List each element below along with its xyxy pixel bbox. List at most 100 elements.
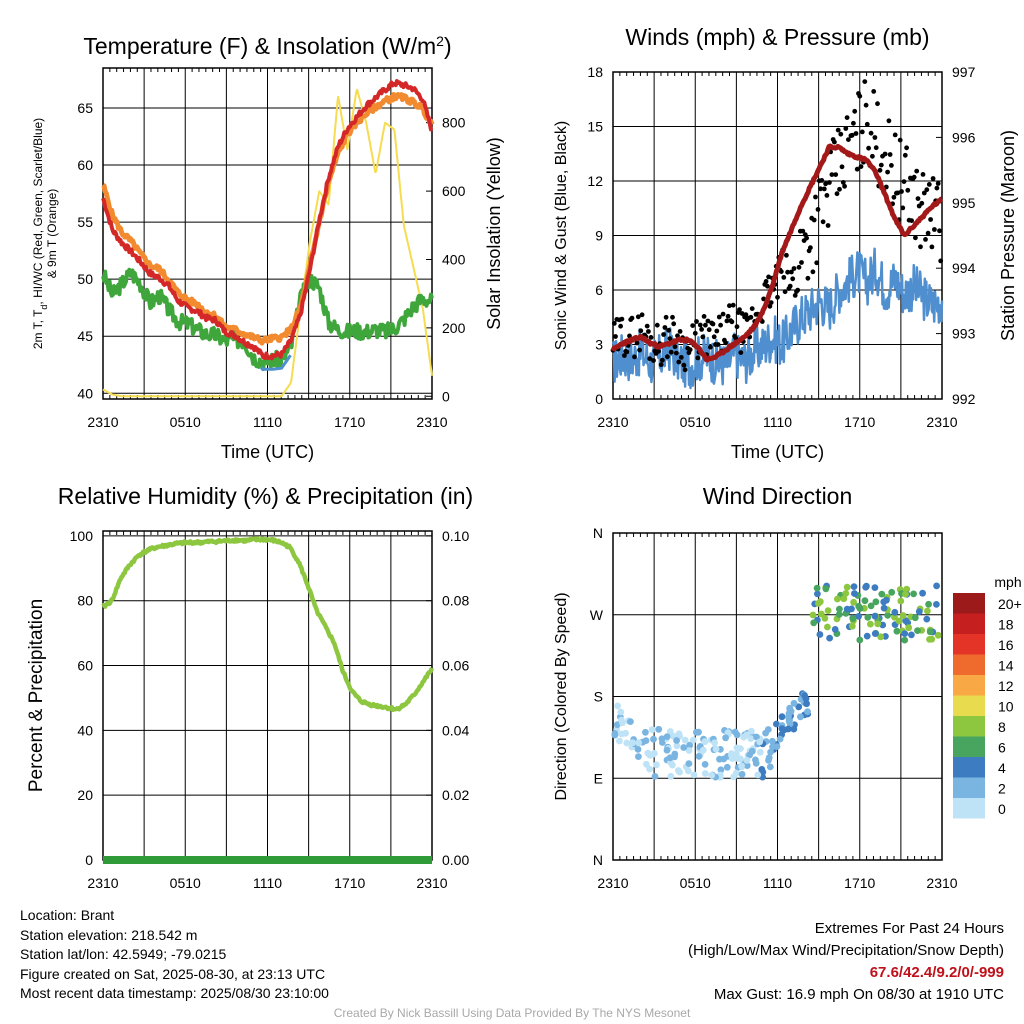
direction-point — [737, 745, 744, 752]
direction-point — [778, 713, 786, 721]
pressure-line — [610, 143, 944, 363]
direction-point — [897, 597, 905, 605]
y2-tick-label: 400 — [442, 251, 466, 267]
direction-point — [919, 589, 926, 597]
y-tick-label: 3 — [595, 337, 603, 353]
gust-point — [792, 293, 798, 298]
direction-point — [673, 737, 680, 744]
chart-title: Relative Humidity (%) & Precipitation (i… — [58, 483, 473, 509]
x-tick-label: 2310 — [87, 414, 118, 430]
direction-point — [842, 590, 850, 597]
gust-point — [730, 302, 736, 308]
x-tick-label: 1710 — [844, 875, 875, 891]
direction-point — [773, 720, 780, 728]
gust-point — [892, 132, 898, 138]
direction-point — [738, 762, 745, 770]
direction-point — [851, 590, 858, 597]
gust-point — [870, 153, 875, 159]
direction-point — [893, 627, 901, 635]
legend-label: 8 — [998, 719, 1006, 735]
gust-point — [804, 235, 809, 241]
gust-point — [866, 145, 871, 151]
gust-point — [901, 179, 907, 185]
gust-point — [784, 252, 789, 258]
direction-point — [666, 728, 674, 735]
legend-label: 2 — [998, 781, 1006, 797]
gust-point — [875, 101, 880, 107]
legend-swatch — [953, 716, 985, 737]
direction-point — [701, 738, 709, 746]
gust-point — [765, 283, 770, 289]
chart-title: Winds (mph) & Pressure (mb) — [625, 24, 929, 50]
direction-point — [635, 739, 642, 747]
direction-point — [836, 605, 843, 613]
direction-point — [773, 743, 781, 750]
y-tick-label: 15 — [587, 119, 603, 135]
direction-point — [862, 583, 870, 591]
y-tick-label: 40 — [77, 385, 93, 401]
gust-point — [706, 327, 712, 333]
gust-point — [656, 348, 661, 354]
gust-point — [877, 167, 883, 173]
gust-point — [661, 332, 666, 337]
gust-point — [647, 356, 653, 362]
legend-swatch — [953, 654, 985, 675]
direction-point — [722, 734, 729, 742]
y2-tick-label: 0.00 — [442, 852, 469, 868]
gust-point — [644, 323, 650, 329]
y2-tick-label: 0.04 — [442, 722, 469, 738]
y-tick-label: 65 — [77, 100, 93, 116]
y2-tick-label: 800 — [442, 115, 466, 131]
x-tick-label: 1710 — [334, 414, 365, 430]
direction-point — [850, 583, 858, 590]
direction-point — [874, 620, 882, 628]
direction-point — [855, 613, 862, 620]
y-axis-label-line2: & 9m T (Orange) — [45, 189, 59, 279]
gust-point — [815, 207, 821, 212]
gust-point — [665, 354, 670, 360]
y-tick-label: 80 — [77, 593, 93, 609]
direction-point — [743, 731, 750, 739]
direction-point — [843, 583, 851, 591]
gust-point — [915, 196, 921, 202]
gust-point — [837, 186, 842, 192]
direction-point — [797, 713, 804, 721]
x-tick-label: 1110 — [763, 875, 792, 891]
recent-timestamp: Most recent data timestamp: 2025/08/30 2… — [20, 985, 329, 1001]
gust-point — [840, 180, 846, 185]
gust-point — [671, 321, 677, 327]
gust-point — [716, 314, 722, 320]
direction-point — [733, 750, 740, 758]
legend-label: 16 — [998, 637, 1014, 653]
direction-point — [834, 595, 841, 603]
gust-point — [885, 169, 890, 175]
y-tick-label: 0 — [595, 391, 603, 407]
y-tick-label: 12 — [587, 173, 603, 189]
y-tick-label: 18 — [587, 64, 603, 80]
gust-point — [663, 314, 669, 320]
direction-point — [872, 598, 880, 606]
gust-point — [714, 328, 720, 334]
gust-point — [905, 187, 911, 193]
temp-line — [101, 79, 434, 361]
direction-point — [635, 753, 642, 760]
gust-point — [914, 168, 920, 174]
gust-point — [618, 323, 623, 329]
y-tick-label: 40 — [77, 722, 93, 738]
direction-point — [888, 588, 896, 596]
x-tick-label: 1710 — [334, 875, 365, 891]
gust-point — [690, 323, 696, 328]
temp9m-line — [101, 92, 435, 346]
solar-line — [102, 88, 433, 398]
x-axis-label: Time (UTC) — [221, 442, 314, 462]
direction-point — [802, 695, 810, 702]
direction-point — [864, 614, 872, 621]
gust-point — [670, 314, 675, 320]
direction-point — [795, 703, 803, 711]
direction-point — [642, 728, 649, 736]
direction-point — [884, 612, 892, 619]
gust-point — [715, 342, 721, 347]
gust-point — [629, 315, 635, 321]
gust-point — [843, 126, 849, 131]
chart-title: Wind Direction — [703, 483, 853, 509]
